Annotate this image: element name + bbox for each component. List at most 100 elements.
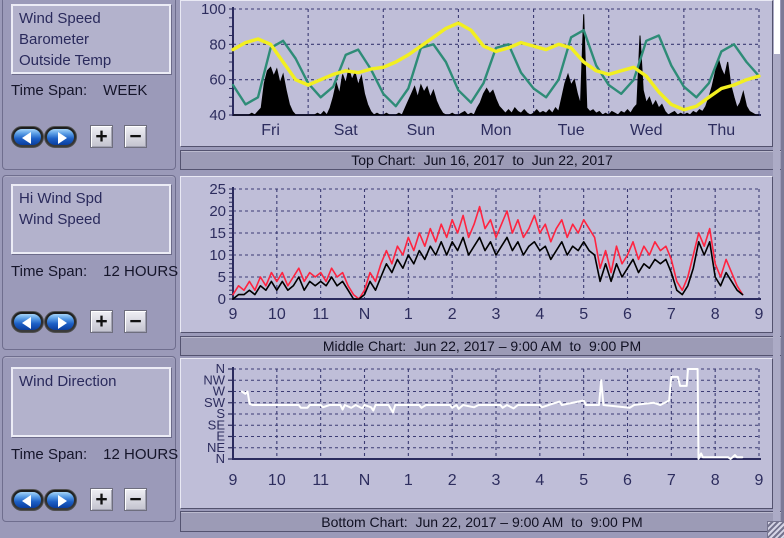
y-tick-label: 60 xyxy=(209,72,226,89)
time-span-value: WEEK xyxy=(103,82,148,99)
legend-item-wind-speed[interactable]: Wind Speed xyxy=(19,211,101,228)
step-forward-button[interactable] xyxy=(44,489,77,511)
x-tick-label: Tue xyxy=(558,122,585,139)
time-span-label: Time Span: xyxy=(11,446,88,463)
step-forward-button[interactable] xyxy=(44,126,77,148)
y-tick-label: 10 xyxy=(209,247,226,264)
step-back-button[interactable] xyxy=(11,126,44,148)
middle-chart-panel: 0 5 10 15 20 25 9 10 11 N 1 2 3 4 5 6 7 8 9 xyxy=(180,176,773,333)
y-tick-label: 40 xyxy=(209,107,226,124)
triangle-left-icon xyxy=(22,317,31,329)
time-span-row: Time Span: 12 HOURS xyxy=(11,446,178,463)
x-tick-label: 11 xyxy=(312,472,329,489)
top-chart-canvas: 40 60 80 100 Fri Sat Sun Mon Tue Wed Thu xyxy=(201,1,761,139)
bottom-chart-panel: N NW W SW S SE E NE N 9 10 11 N 1 2 3 4 5 6 7 8 9 xyxy=(180,358,773,509)
x-tick-label: Fri xyxy=(261,122,280,139)
y-tick-label: 5 xyxy=(218,269,226,286)
x-tick-label: Thu xyxy=(708,122,736,139)
x-tick-label: 6 xyxy=(623,472,632,489)
step-back-button[interactable] xyxy=(11,489,44,511)
x-tick-label: 1 xyxy=(404,472,413,489)
top-chart-controls-group: Wind Speed Barometer Outside Temp Time S… xyxy=(2,0,176,170)
x-tick-label: 9 xyxy=(229,472,238,489)
x-tick-label: Mon xyxy=(480,122,511,139)
y-tick-label: 100 xyxy=(201,1,226,18)
top-chart-panel: 40 60 80 100 Fri Sat Sun Mon Tue Wed Thu xyxy=(180,0,773,147)
step-forward-button[interactable] xyxy=(44,311,77,333)
y-tick-label: SE xyxy=(208,417,226,432)
time-span-row: Time Span: WEEK xyxy=(11,82,173,99)
series-barometer xyxy=(231,21,761,112)
x-tick-label: 9 xyxy=(229,306,238,323)
y-tick-label: 80 xyxy=(209,36,226,53)
series-wind-speed xyxy=(232,236,744,300)
middle-chart-caption: Middle Chart: Jun 22, 2017 – 9:00 AM to … xyxy=(180,336,784,356)
time-span-label: Time Span: xyxy=(11,82,88,99)
y-tick-label: 0 xyxy=(218,291,226,308)
legend-item-outside-temp[interactable]: Outside Temp xyxy=(19,52,112,69)
zoom-in-button[interactable]: + xyxy=(90,310,113,333)
y-tick-label: 25 xyxy=(209,181,226,198)
window-resize-grip[interactable] xyxy=(767,521,784,538)
x-tick-label: N xyxy=(359,306,371,323)
y-tick-label: E xyxy=(216,429,225,444)
x-tick-label: 2 xyxy=(448,472,457,489)
time-span-value: 12 HOURS xyxy=(103,446,179,463)
x-tick-label: Sun xyxy=(407,122,435,139)
series-hi-wind-spd xyxy=(232,205,744,300)
x-tick-label: 6 xyxy=(623,306,632,323)
x-tick-label: 4 xyxy=(535,306,544,323)
time-span-value: 12 HOURS xyxy=(103,263,179,280)
series-wind-speed xyxy=(233,14,759,116)
y-tick-label: SW xyxy=(204,395,226,410)
legend-item-hi-wind-spd[interactable]: Hi Wind Spd xyxy=(19,190,103,207)
middle-chart-legend-box: Hi Wind Spd Wind Speed xyxy=(11,184,171,254)
zoom-out-button[interactable]: − xyxy=(124,125,147,148)
y-tick-label: N xyxy=(216,451,225,466)
triangle-left-icon xyxy=(22,132,31,144)
y-tick-label: NE xyxy=(207,440,225,455)
x-tick-label: 8 xyxy=(711,472,720,489)
x-tick-label: N xyxy=(359,472,371,489)
zoom-out-button[interactable]: − xyxy=(124,310,147,333)
step-back-button[interactable] xyxy=(11,311,44,333)
x-tick-label: 8 xyxy=(711,306,720,323)
x-tick-label: 9 xyxy=(755,472,764,489)
x-tick-label: 2 xyxy=(448,306,457,323)
zoom-out-button[interactable]: − xyxy=(124,488,147,511)
scrollbar-track xyxy=(773,0,780,538)
x-tick-label: Wed xyxy=(630,122,663,139)
top-chart-button-row: + − xyxy=(9,125,173,151)
zoom-in-button[interactable]: + xyxy=(90,125,113,148)
x-tick-label: Sat xyxy=(334,122,359,139)
triangle-right-icon xyxy=(58,317,67,329)
zoom-in-button[interactable]: + xyxy=(90,488,113,511)
series-wind-direction xyxy=(240,368,744,460)
legend-item-wind-speed[interactable]: Wind Speed xyxy=(19,10,101,27)
x-tick-label: 1 xyxy=(404,306,413,323)
y-tick-label: W xyxy=(213,384,226,399)
scrollbar-thumb[interactable] xyxy=(774,0,780,54)
middle-chart-controls-group: Hi Wind Spd Wind Speed Time Span: 12 HOUR… xyxy=(2,175,179,350)
triangle-right-icon xyxy=(58,495,67,507)
x-tick-label: 9 xyxy=(755,306,764,323)
y-tick-label: N xyxy=(216,361,225,376)
legend-item-wind-direction[interactable]: Wind Direction xyxy=(19,373,117,390)
top-chart-caption: Top Chart: Jun 16, 2017 to Jun 22, 2017 xyxy=(180,150,784,170)
y-tick-label: 20 xyxy=(209,203,226,220)
x-tick-label: 10 xyxy=(268,472,286,489)
triangle-right-icon xyxy=(58,132,67,144)
x-tick-label: 10 xyxy=(268,306,286,323)
middle-chart-canvas: 0 5 10 15 20 25 9 10 11 N 1 2 3 4 5 6 7 8 9 xyxy=(209,181,764,323)
x-tick-label: 5 xyxy=(579,472,588,489)
y-tick-label: S xyxy=(216,406,225,421)
x-tick-label: 4 xyxy=(535,472,544,489)
y-tick-label: 15 xyxy=(209,225,226,242)
x-tick-label: 3 xyxy=(492,472,501,489)
bottom-chart-legend-box: Wind Direction xyxy=(11,367,171,437)
bottom-chart-controls-group: Wind Direction Time Span: 12 HOURS + − xyxy=(2,356,178,522)
x-tick-label: 3 xyxy=(492,306,501,323)
legend-item-barometer[interactable]: Barometer xyxy=(19,31,90,48)
